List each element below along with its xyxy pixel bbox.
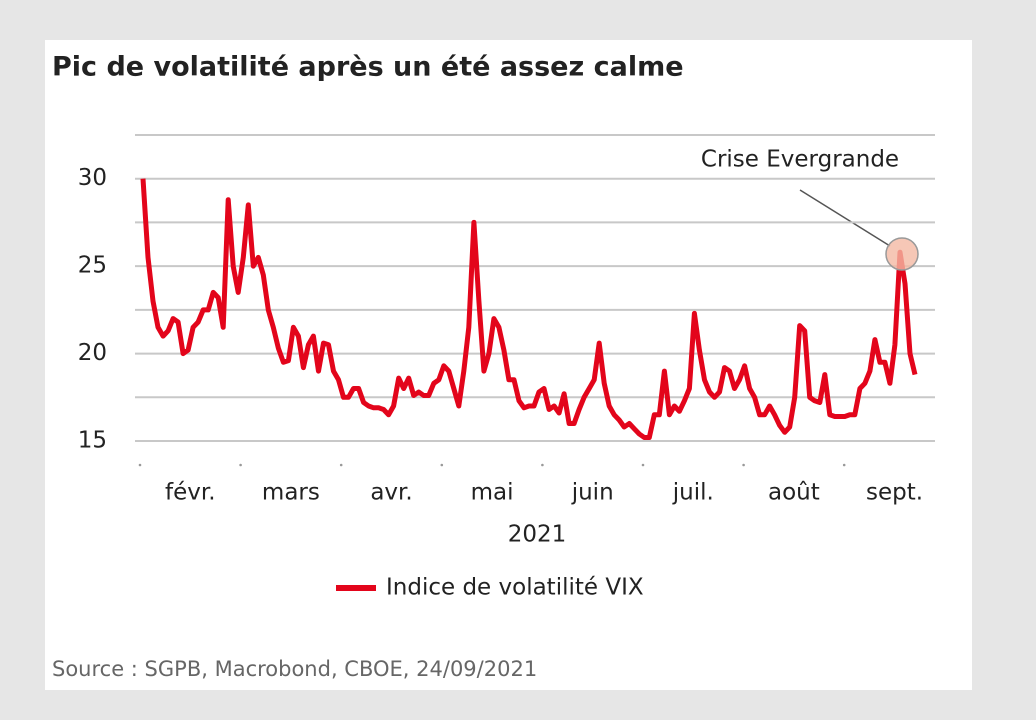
x-tick-label: avr. [370,480,412,506]
y-tick-label: 25 [78,253,107,279]
x-tick [641,463,645,467]
annotation-marker [885,237,919,271]
annotation: Crise Evergrande [701,147,899,173]
line-series [140,178,918,440]
y-tick-label: 30 [78,165,107,191]
legend-label: Indice de volatilité VIX [386,575,644,601]
x-tick [239,463,242,467]
source: Source : SGPB, Macrobond, CBOE, 24/09/20… [52,657,537,681]
annotation-leader [799,189,891,247]
y-tick-label: 20 [78,340,107,366]
y-tick-label: 15 [78,428,107,454]
x-tick-label: mai [471,480,514,506]
x-tick-label: août [768,480,820,506]
chart-title: Pic de volatilité après un été assez cal… [52,52,684,83]
x-tick [138,463,142,467]
x-tick [742,463,745,467]
x-tick-label: mars [262,480,320,506]
x-tick-label: févr. [165,480,216,506]
x-tick [842,463,846,467]
x-tick [440,463,444,467]
x-tick-label: juin [571,480,614,506]
x-tick-label: juil. [672,480,714,506]
x-tick [541,463,544,467]
x-axis-label: 2021 [508,522,567,548]
x-tick [339,463,343,467]
x-tick-label: sept. [866,480,923,506]
